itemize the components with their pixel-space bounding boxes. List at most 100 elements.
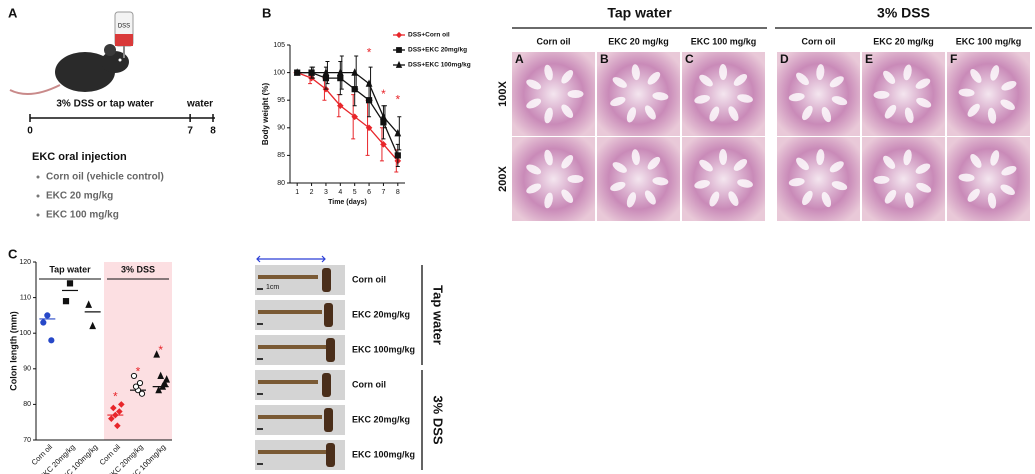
data-point — [337, 102, 344, 110]
data-point — [44, 312, 51, 319]
tissue-fold — [816, 64, 825, 81]
tissue-fold — [788, 92, 805, 102]
x-tick-label: 1 — [295, 189, 299, 196]
section-shade — [36, 262, 104, 440]
section-label: 3% DSS — [121, 264, 155, 274]
legend-label: DSS+Corn oil — [408, 32, 450, 39]
x-tick-label: 5 — [353, 189, 357, 196]
column-label: Corn oil — [802, 36, 836, 46]
tissue-fold — [1000, 184, 1015, 196]
colon-cecum — [322, 373, 331, 397]
data-point — [322, 68, 330, 76]
tissue-fold — [647, 156, 661, 170]
photo-label: EKC 100mg/kg — [352, 344, 415, 354]
tissue-fold — [915, 163, 931, 174]
bottle-label: DSS — [118, 24, 130, 30]
image-letter: C — [685, 52, 694, 66]
tissue-fold — [987, 192, 997, 209]
image-letter: D — [780, 52, 789, 66]
tissue-fold — [903, 64, 912, 81]
mouse-illustration — [9, 11, 134, 95]
tissue-fold — [821, 191, 832, 208]
section-shade — [104, 262, 172, 440]
tissue-fold — [873, 175, 890, 184]
timeline-tick-label: 8 — [210, 126, 216, 137]
data-point — [293, 68, 301, 76]
tissue-fold — [883, 155, 896, 169]
y-tick-label: 80 — [23, 401, 31, 408]
group-label: 3% DSS — [431, 395, 446, 444]
y-tick-label: 70 — [23, 437, 31, 444]
histology-image — [597, 52, 680, 136]
data-point — [132, 383, 140, 390]
measure-arrow — [256, 255, 326, 263]
tissue-fold — [816, 149, 825, 166]
tissue-fold — [821, 106, 832, 123]
tissue-fold — [719, 64, 728, 81]
y-tick-label: 120 — [19, 259, 31, 266]
data-point — [40, 319, 47, 326]
tissue-fold — [561, 155, 574, 169]
colon-cecum — [326, 338, 335, 362]
tissue-fold — [1001, 165, 1017, 176]
y-tick-label: 85 — [277, 152, 285, 159]
photo-label: EKC 20mg/kg — [352, 414, 410, 424]
data-point — [365, 124, 373, 132]
tissue-fold — [694, 179, 710, 189]
tissue-fold — [526, 79, 542, 90]
tissue-fold — [829, 76, 844, 88]
tissue-fold — [873, 90, 890, 99]
legend-marker — [395, 60, 403, 68]
tissue-fold — [737, 94, 753, 103]
x-tick-label: 4 — [338, 189, 342, 196]
bullet — [36, 194, 40, 198]
data-point — [380, 112, 387, 120]
tissue-fold — [987, 107, 997, 124]
data-point — [116, 408, 123, 415]
data-point — [130, 372, 138, 380]
tissue-fold — [709, 106, 720, 122]
data-point — [66, 280, 74, 287]
tissue-fold — [544, 149, 553, 166]
histology-image — [777, 52, 860, 136]
panel-label: A — [8, 5, 18, 20]
panel-label: C — [8, 246, 18, 261]
water-label: water — [186, 99, 213, 110]
histology-image — [597, 137, 680, 221]
data-point — [155, 385, 163, 394]
data-point — [336, 68, 344, 76]
group-header: 3% DSS — [877, 5, 930, 21]
tissue-fold — [644, 105, 656, 120]
data-point — [85, 300, 93, 308]
photo-label: EKC 100mg/kg — [352, 449, 415, 459]
row-label: 200X — [497, 165, 509, 191]
tissue-fold — [647, 71, 661, 85]
colon-cecum — [324, 303, 333, 327]
colon-cecum — [326, 443, 335, 467]
image-letter: B — [600, 52, 609, 66]
annotation: * — [158, 343, 163, 357]
y-tick-label: 90 — [277, 125, 285, 132]
colon-cecum — [322, 268, 331, 292]
legend-label: DSS+EKC 20mg/kg — [408, 47, 467, 54]
tissue-fold — [802, 105, 813, 121]
tissue-fold — [652, 92, 669, 101]
tissue-fold — [829, 161, 844, 173]
image-letter: A — [515, 52, 524, 66]
tissue-fold — [733, 73, 748, 86]
tissue-fold — [644, 190, 656, 205]
series-line — [297, 71, 399, 134]
annotation: * — [113, 389, 118, 403]
annotation: * — [381, 87, 386, 101]
tissue-fold — [796, 72, 809, 86]
legend-label: DSS+EKC 100mg/kg — [408, 62, 471, 69]
tissue-fold — [796, 157, 809, 171]
data-point — [394, 129, 402, 137]
bullet — [36, 175, 40, 179]
photo-label: Corn oil — [352, 274, 386, 284]
annotation: * — [367, 45, 372, 59]
tissue-fold — [737, 179, 753, 188]
data-point — [136, 379, 144, 387]
data-point — [157, 371, 165, 380]
